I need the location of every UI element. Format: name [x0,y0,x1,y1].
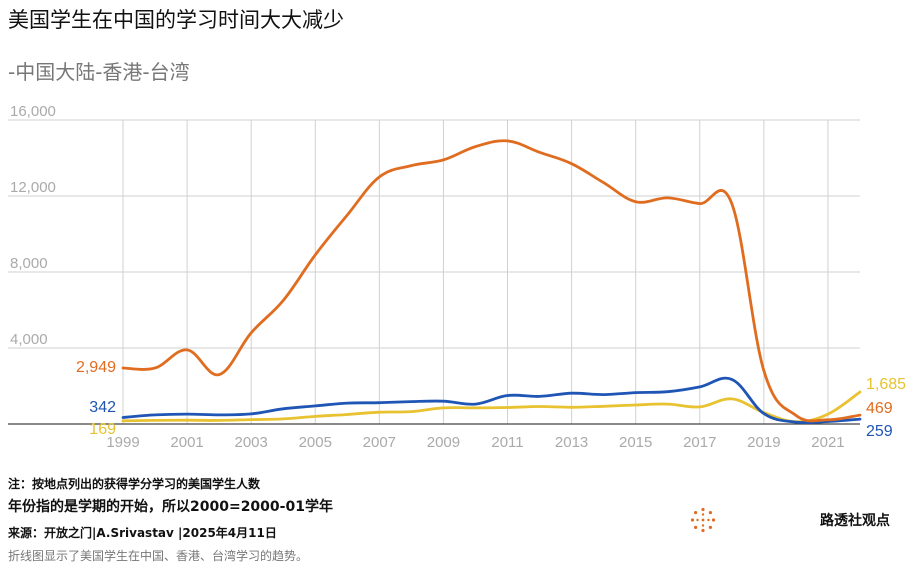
chart-subtitle: -中国大陆-香港-台湾 [8,60,190,84]
x-tick-label: 2011 [491,434,523,451]
x-tick-label: 2013 [555,434,588,451]
note-location: 注：按地点列出的获得学分学习的美国学生人数 [8,477,261,491]
grid-layer [8,119,860,424]
chart-title: 美国学生在中国的学习时间大大减少 [8,8,344,32]
x-tick-label: 2021 [811,434,844,451]
y-tick-label: 4,000 [10,331,48,348]
series-line-taiwan [121,390,862,424]
series-line-mainland [121,139,862,423]
axis-layer: 1999 2001 2003 2005 2007 2009 2011 2013 2015 2017… [8,103,860,451]
x-tick-label: 2007 [363,434,396,451]
start-value-label-taiwan: 169 [89,421,116,438]
x-tick-label: 2005 [299,434,332,451]
x-tick-label: 2001 [170,434,203,451]
y-tick-label: 8,000 [10,255,48,272]
x-tick-label: 2015 [619,434,652,451]
label-layer: 2,949 469 342 259 169 1,685 [76,359,906,440]
y-tick-label: 16,000 [10,103,56,120]
brand-label: 路透社观点 [820,513,890,529]
x-tick-label: 2019 [747,434,780,451]
note-year: 年份指的是学期的开始，所以2000=2000-01学年 [8,499,333,515]
series-line-hongkong [121,376,862,425]
x-tick-label: 2009 [427,434,460,451]
x-tick-label: 1999 [106,434,139,451]
caption-line: 折线图显示了美国学生在中国、香港、台湾学习的趋势。 [8,549,309,563]
x-tick-label: 2003 [234,434,267,451]
end-value-label-mainland: 469 [866,400,893,417]
start-value-label-hongkong: 342 [89,399,116,416]
start-value-label-mainland: 2,949 [76,359,116,376]
source-line: 来源：开放之门|A.Srivastav |2025年4月11日 [8,526,277,540]
y-tick-label: 12,000 [10,179,56,196]
x-tick-label: 2017 [683,434,716,451]
end-value-label-hongkong: 259 [866,423,893,440]
end-value-label-taiwan: 1,685 [866,376,906,393]
series-layer [121,139,862,425]
reuters-logo-icon [690,507,716,533]
